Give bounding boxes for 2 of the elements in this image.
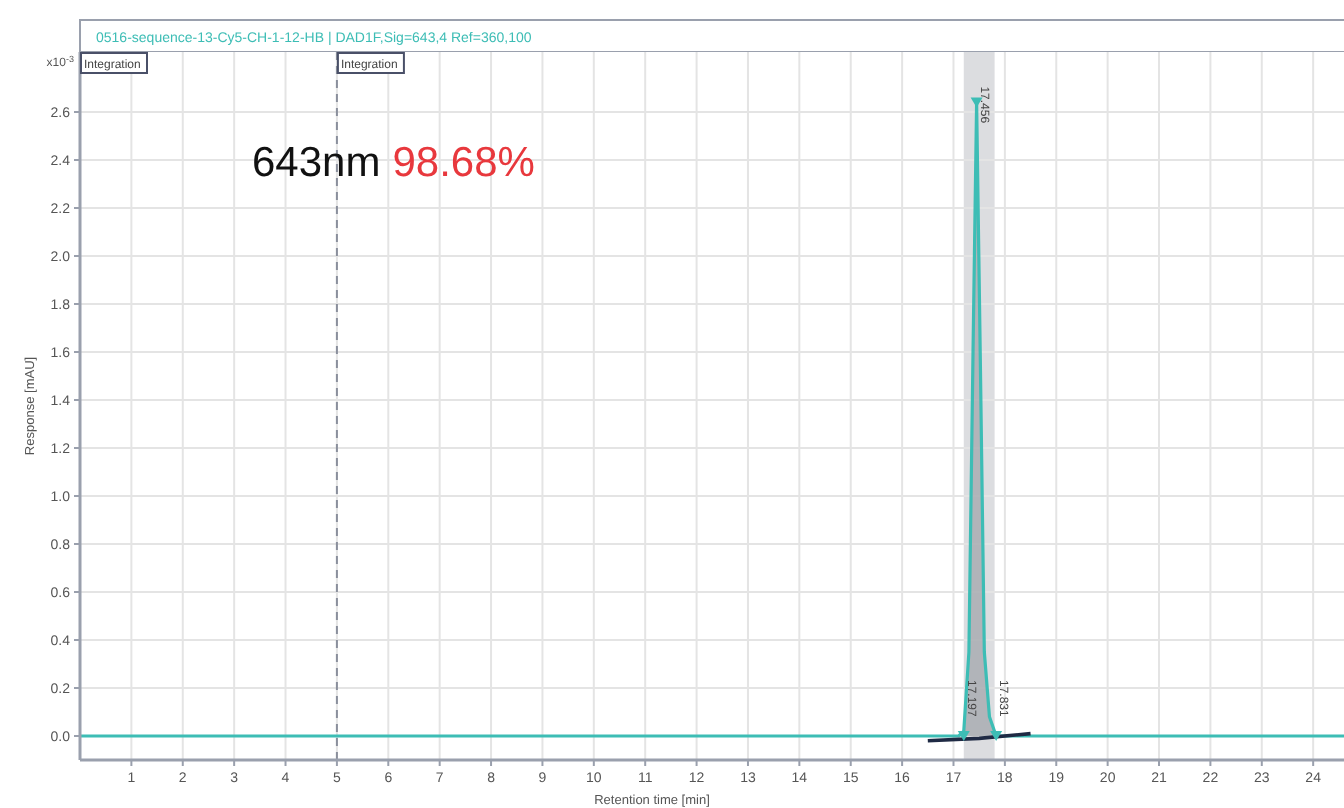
- annotation: 98.68%: [392, 140, 535, 186]
- annotation: 643nm: [252, 140, 381, 186]
